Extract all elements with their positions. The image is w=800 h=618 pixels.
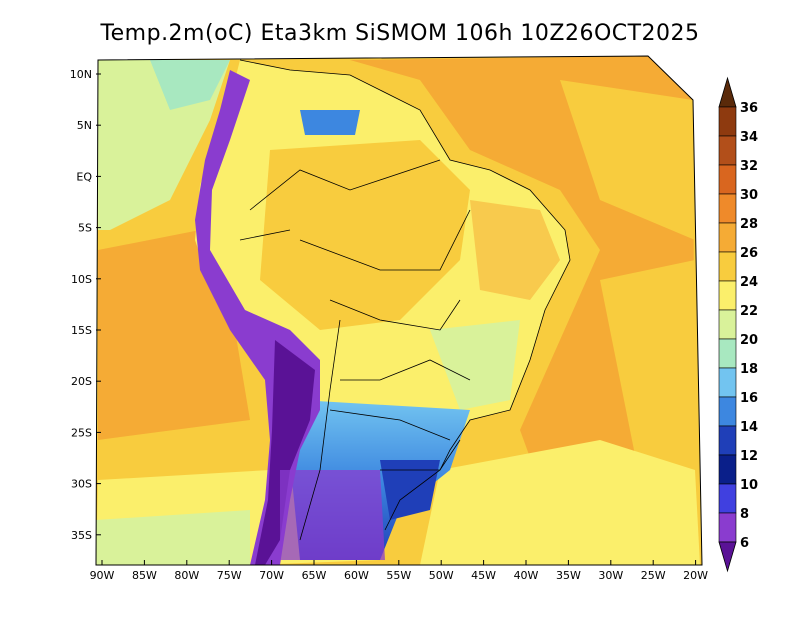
colorbar-segment xyxy=(718,280,737,311)
atlantic-south-cooler xyxy=(420,440,700,565)
lon-label: 30W xyxy=(598,569,623,582)
colorbar-label: 34 xyxy=(740,130,758,145)
longitude-axis: 90W 85W 80W 75W 70W 65W 60W 55W 50W 45W 40W 35W 30W 2… xyxy=(90,560,708,582)
colorbar-segment xyxy=(718,367,737,398)
lon-label: 25W xyxy=(641,569,666,582)
lat-label: 35S xyxy=(71,529,92,542)
atlantic-northwest-cooler xyxy=(560,80,695,240)
lat-label: 10N xyxy=(70,68,92,81)
colorbar-segment xyxy=(718,483,737,514)
lon-label: 50W xyxy=(429,569,454,582)
colorbar-label: 12 xyxy=(740,449,758,464)
colorbar-segment xyxy=(718,251,737,282)
lon-label: 85W xyxy=(132,569,157,582)
patagonia-cold xyxy=(280,470,385,560)
colorbar-label: 26 xyxy=(740,246,758,261)
colorbar-label: 32 xyxy=(740,159,758,174)
colorbar-label: 18 xyxy=(740,362,758,377)
atlantic-east-cooler xyxy=(600,260,695,500)
colorbar-segment xyxy=(718,222,737,253)
lon-label: 90W xyxy=(90,569,115,582)
colorbar-segment xyxy=(718,193,737,224)
colorbar-label: 16 xyxy=(740,391,758,406)
map-panel xyxy=(96,56,702,565)
andes-coldest-core xyxy=(255,340,315,565)
colorbar-bottom-arrow xyxy=(718,541,737,573)
map-frame xyxy=(95,55,703,566)
map-title: Temp.2m(oC) Eta3km SiSMOM 106h 10Z26OCT2… xyxy=(99,21,699,46)
country-borders xyxy=(239,59,571,541)
colorbar-segment xyxy=(718,135,737,166)
lat-label: 30S xyxy=(71,478,92,491)
lat-label: 15S xyxy=(71,324,92,337)
lon-label: 70W xyxy=(259,569,284,582)
lon-label: 65W xyxy=(302,569,327,582)
colorbar-segment xyxy=(718,512,737,543)
lat-label: 25S xyxy=(71,426,92,439)
lon-label: 60W xyxy=(344,569,369,582)
colorbar-segment xyxy=(718,338,737,369)
lat-label: EQ xyxy=(76,170,92,183)
central-cool-region xyxy=(430,320,520,410)
amazon-warm-region xyxy=(260,140,470,330)
colorbar-label: 20 xyxy=(740,333,758,348)
colorbar-label: 22 xyxy=(740,304,758,319)
colorbar-top-arrow xyxy=(718,76,737,108)
lon-label: 20W xyxy=(683,569,708,582)
latitude-axis: 10N 5N EQ 5S 10S 15S 20S 25S 30S 35S xyxy=(70,68,101,542)
colorbar-label: 8 xyxy=(740,507,749,522)
colorbar-segment xyxy=(718,425,737,456)
lon-label: 35W xyxy=(556,569,581,582)
colorbar-label: 24 xyxy=(740,275,758,290)
colorbar-segment xyxy=(718,164,737,195)
colorbar-label: 14 xyxy=(740,420,758,435)
colorbar-label: 6 xyxy=(740,536,749,551)
southern-coldest-spot xyxy=(380,460,440,520)
lon-label: 75W xyxy=(217,569,242,582)
lat-label: 5N xyxy=(77,119,92,132)
colorbar-label: 30 xyxy=(740,188,758,203)
lon-label: 55W xyxy=(386,569,411,582)
colorbar-segment xyxy=(718,106,737,137)
lon-label: 80W xyxy=(174,569,199,582)
lat-label: 10S xyxy=(71,273,92,286)
lat-label: 20S xyxy=(71,375,92,388)
northeast-warm-region xyxy=(470,200,560,300)
colorbar-label: 28 xyxy=(740,217,758,232)
colorbar-segment xyxy=(718,454,737,485)
colorbar-segment xyxy=(718,396,737,427)
lat-label: 5S xyxy=(78,222,92,235)
lon-label: 40W xyxy=(514,569,539,582)
colorbar-segment xyxy=(718,309,737,340)
colorbar-label: 10 xyxy=(740,478,758,493)
lon-label: 45W xyxy=(471,569,496,582)
pacific-north-cold-strip xyxy=(150,60,230,110)
pacific-far-south xyxy=(96,510,250,565)
northern-highland-cold xyxy=(300,110,360,135)
colorbar-label: 36 xyxy=(740,101,758,116)
colorbar: 36 34 32 30 28 26 24 22 20 18 16 14 12 10 8 6 xyxy=(718,76,758,573)
